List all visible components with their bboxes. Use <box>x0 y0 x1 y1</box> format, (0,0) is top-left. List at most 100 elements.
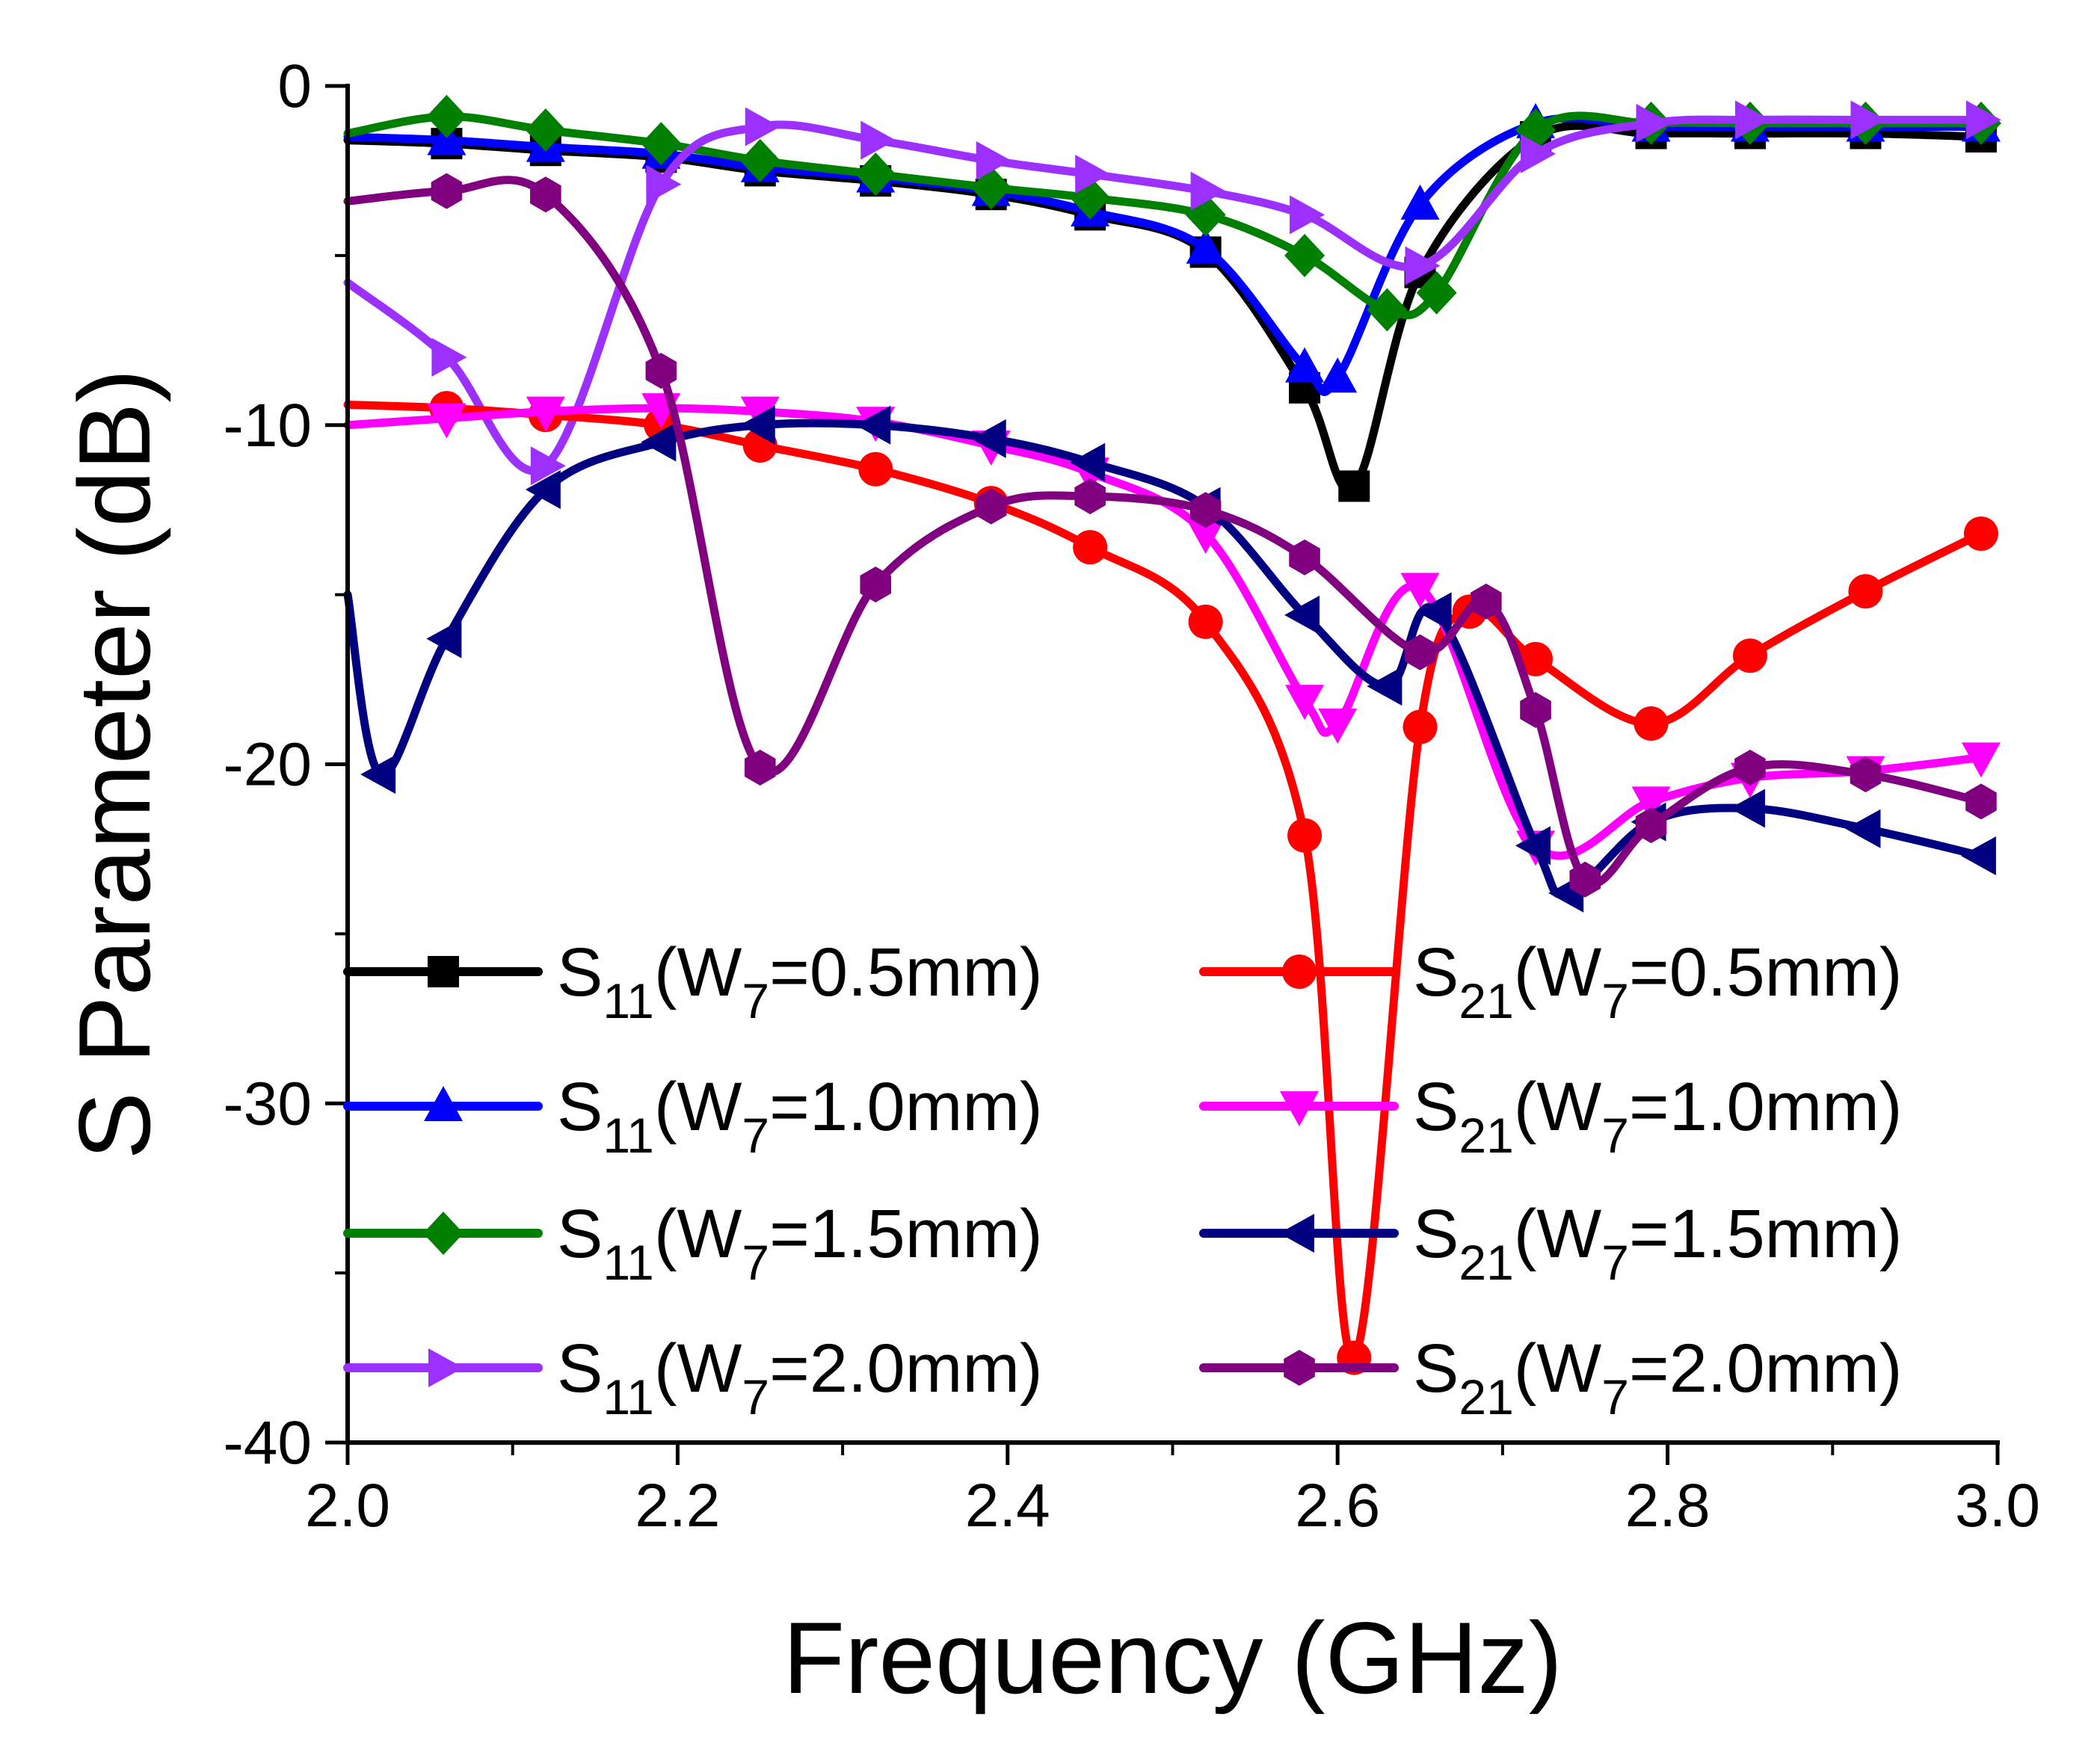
data-point <box>1367 667 1402 706</box>
data-point <box>360 755 396 795</box>
x-tick-label: 2.2 <box>635 1472 720 1540</box>
series-8 <box>343 173 1997 898</box>
y-tick-label: -40 <box>223 1409 312 1477</box>
data-point <box>1960 836 1996 876</box>
data-point <box>855 405 891 445</box>
legend-entry: S21(W7=1.5mm) <box>1199 1196 1903 1290</box>
legend-swatch-marker <box>1279 1214 1314 1253</box>
data-point <box>426 94 467 138</box>
legend-label: S21(W7=1.0mm) <box>1413 1069 1903 1163</box>
data-point <box>525 108 566 152</box>
data-point <box>739 138 780 182</box>
data-point <box>1850 756 1882 793</box>
data-point <box>1285 347 1325 383</box>
data-point <box>1074 478 1106 515</box>
x-tick-label: 2.4 <box>965 1472 1050 1540</box>
series-line <box>343 404 1986 860</box>
data-point <box>431 173 463 209</box>
data-point <box>1318 357 1358 393</box>
data-point <box>1075 154 1111 194</box>
legend-swatch-marker <box>1282 954 1317 989</box>
series-1 <box>343 117 1997 502</box>
y-axis-title: S Parameter (dB) <box>58 368 171 1159</box>
data-point <box>1405 246 1441 286</box>
data-point <box>745 107 780 146</box>
data-point <box>530 446 566 486</box>
data-point <box>860 120 896 160</box>
y-tick-label: -30 <box>223 1070 312 1138</box>
data-point <box>1285 685 1325 721</box>
legend-entry: S11(W7=0.5mm) <box>343 934 1043 1028</box>
data-point <box>1190 171 1226 211</box>
series-3 <box>343 94 2001 332</box>
data-point <box>641 122 682 166</box>
data-point <box>1338 470 1370 502</box>
data-point <box>1732 638 1767 673</box>
data-point <box>1367 288 1408 332</box>
legend-swatch-marker <box>1284 1350 1315 1386</box>
data-point <box>530 176 561 213</box>
legend-entry: S21(W7=1.0mm) <box>1199 1069 1903 1163</box>
data-point <box>426 619 462 658</box>
x-tick-label: 3.0 <box>1955 1472 2040 1540</box>
data-point <box>641 422 677 462</box>
legend-swatch-marker <box>428 956 459 987</box>
data-point <box>860 567 892 603</box>
legend-label: S11(W7=2.0mm) <box>557 1330 1043 1425</box>
data-point <box>1402 709 1438 744</box>
data-point <box>1845 809 1881 848</box>
data-point <box>1848 574 1883 609</box>
series-4 <box>343 100 2001 486</box>
y-tick-label: -10 <box>223 392 312 460</box>
data-point <box>1520 691 1551 728</box>
x-tick-label: 2.6 <box>1295 1472 1380 1540</box>
data-point <box>1636 103 1672 143</box>
legend-label: S21(W7=1.5mm) <box>1413 1196 1903 1290</box>
data-point <box>1521 134 1556 173</box>
legend-swatch-marker <box>423 1212 464 1255</box>
series-line <box>343 114 1986 396</box>
data-point <box>739 405 775 445</box>
data-point <box>1729 789 1765 828</box>
data-point <box>1290 195 1325 235</box>
data-point <box>1186 228 1225 264</box>
data-point <box>1734 100 1770 140</box>
legend-swatch-marker <box>424 1086 463 1121</box>
series-6 <box>343 393 2001 866</box>
data-point <box>1965 100 2001 140</box>
data-point <box>1734 750 1766 786</box>
data-point <box>1635 807 1667 844</box>
data-point <box>976 141 1011 180</box>
data-point <box>1186 518 1225 554</box>
data-point <box>1189 492 1222 528</box>
data-point <box>1961 742 2001 778</box>
x-axis-title: Frequency (GHz) <box>783 1601 1562 1715</box>
y-tick-label: -20 <box>223 731 312 799</box>
y-tick-label: 0 <box>277 52 312 120</box>
data-point <box>525 469 561 509</box>
legend-swatch-marker <box>1280 1091 1319 1126</box>
series-line <box>343 121 1986 493</box>
data-point <box>1965 783 1997 820</box>
data-point <box>1404 634 1436 670</box>
data-point <box>1287 818 1322 853</box>
x-tick-label: 2.8 <box>1625 1472 1711 1540</box>
data-point <box>1850 100 1886 140</box>
data-point <box>970 419 1006 458</box>
legend-label: S21(W7=2.0mm) <box>1413 1330 1903 1425</box>
data-point <box>1416 271 1457 315</box>
data-point <box>1318 709 1358 744</box>
data-point <box>526 396 565 432</box>
data-point <box>1631 786 1671 822</box>
data-point <box>1416 592 1452 632</box>
data-point <box>1284 595 1320 635</box>
legend-label: S11(W7=1.5mm) <box>557 1196 1043 1290</box>
data-point <box>1518 641 1554 676</box>
legend-label: S11(W7=1.0mm) <box>557 1069 1043 1163</box>
axes-layer: 2.0 2.2 2.4 2.6 2.8 3.0 0 -10 -20 -30 -40 <box>223 52 2040 1540</box>
legend-label: S21(W7=0.5mm) <box>1413 934 1903 1028</box>
data-point <box>858 451 893 487</box>
legend: S11(W7=0.5mm) S11(W7=1.0mm) S11(W7=1.5mm) S… <box>343 934 1903 1425</box>
data-point <box>645 353 677 389</box>
data-point <box>975 488 1007 525</box>
